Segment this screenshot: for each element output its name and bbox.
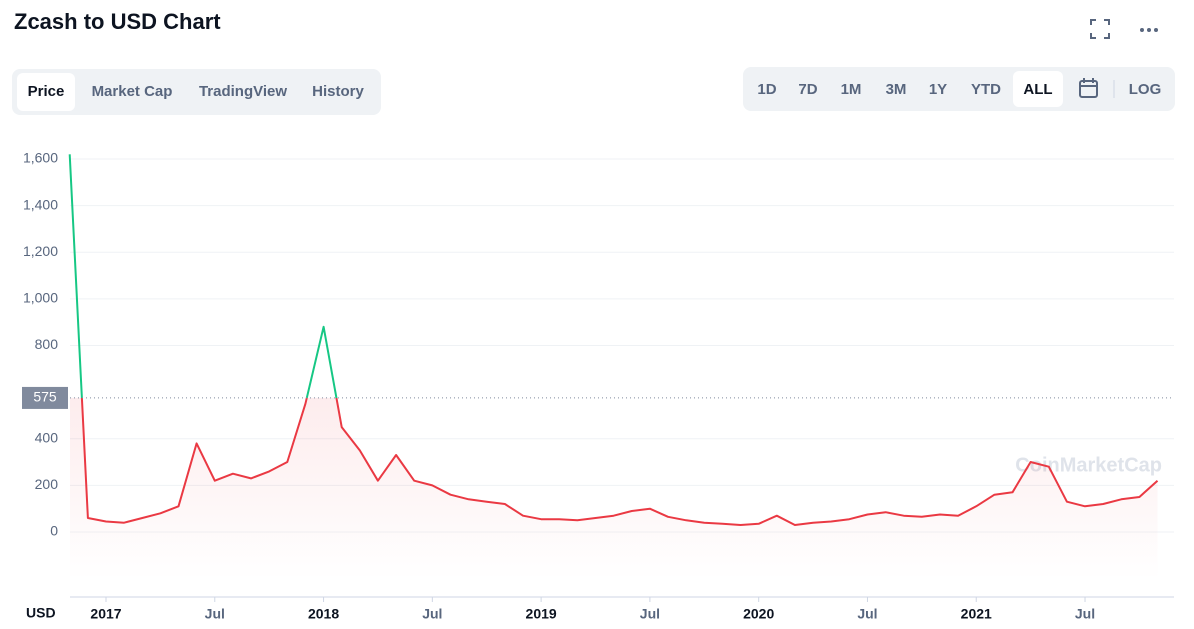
range-selected bbox=[1013, 71, 1063, 107]
tab-group bbox=[12, 69, 381, 115]
range-button[interactable]: ALL bbox=[1023, 81, 1052, 98]
y-tick-label: 800 bbox=[35, 336, 59, 352]
y-tick-label: 1,600 bbox=[23, 150, 58, 166]
y-tick-label: 1,200 bbox=[23, 243, 58, 259]
more-icon[interactable] bbox=[1140, 28, 1158, 32]
tab-selected bbox=[17, 73, 75, 111]
range-button[interactable]: 1D bbox=[757, 81, 776, 98]
y-tick-label: 1,400 bbox=[23, 196, 58, 212]
x-tick-label: 2021 bbox=[961, 606, 992, 622]
x-tick-label: Jul bbox=[857, 606, 877, 622]
current-price-label: 575 bbox=[33, 389, 57, 405]
range-button[interactable]: YTD bbox=[971, 81, 1001, 98]
range-button[interactable]: 1M bbox=[841, 81, 862, 98]
price-line bbox=[68, 154, 1159, 526]
y-tick-label: 1,000 bbox=[23, 290, 58, 306]
x-tick-label: 2017 bbox=[90, 606, 121, 622]
tab[interactable]: History bbox=[312, 83, 364, 100]
fullscreen-icon[interactable] bbox=[1090, 19, 1110, 39]
x-tick-label: Jul bbox=[205, 606, 225, 622]
range-group bbox=[743, 67, 1175, 111]
x-tick-label: 2020 bbox=[743, 606, 774, 622]
range-button[interactable]: 3M bbox=[886, 81, 907, 98]
tab[interactable]: Price bbox=[28, 83, 65, 100]
x-tick-label: 2019 bbox=[526, 606, 557, 622]
x-tick-label: Jul bbox=[1075, 606, 1095, 622]
currency-label: USD bbox=[26, 605, 56, 621]
x-tick-label: Jul bbox=[640, 606, 660, 622]
range-button[interactable]: 7D bbox=[798, 81, 817, 98]
tab[interactable]: Market Cap bbox=[92, 83, 173, 100]
tab[interactable]: TradingView bbox=[199, 83, 287, 100]
title: Zcash to USD Chart bbox=[14, 9, 221, 34]
y-tick-label: 400 bbox=[35, 429, 59, 445]
y-tick-label: 200 bbox=[35, 476, 59, 492]
x-tick-label: Jul bbox=[422, 606, 442, 622]
price-area bbox=[70, 397, 1158, 580]
calendar-icon[interactable] bbox=[1079, 78, 1098, 98]
log-button[interactable]: LOG bbox=[1129, 81, 1162, 98]
x-tick-label: 2018 bbox=[308, 606, 339, 622]
y-tick-label: 0 bbox=[50, 523, 58, 539]
range-button[interactable]: 1Y bbox=[929, 81, 947, 98]
current-price-badge bbox=[22, 386, 68, 409]
